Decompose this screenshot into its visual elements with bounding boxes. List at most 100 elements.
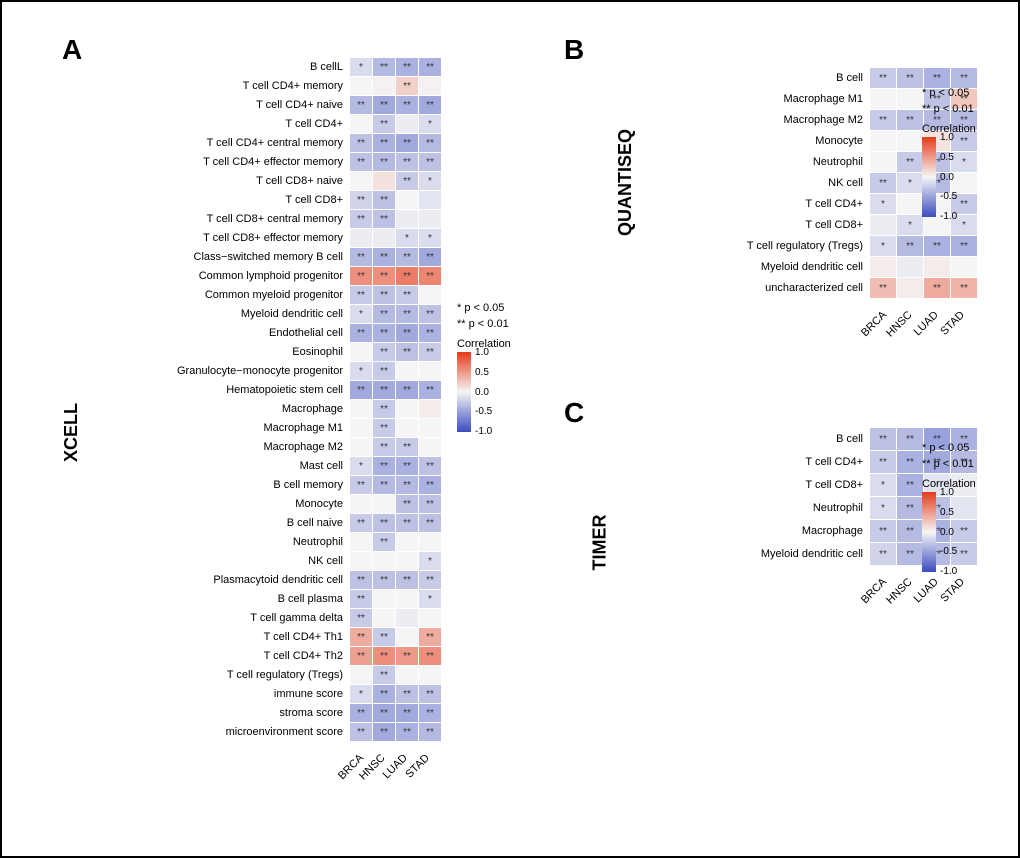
heatmap-cell [870,257,897,278]
heatmap-cell: * [419,552,442,571]
heatmap-cell: ** [373,115,396,134]
heatmap-cell: ** [350,267,373,286]
heatmap-cell: ** [897,543,924,566]
row-label: Common myeloid progenitor [102,286,350,305]
heatmap-cell [350,343,373,362]
heatmap-cell: ** [897,152,924,173]
heatmap-cell [419,286,442,305]
heatmap-cell: ** [897,474,924,497]
row-label: Common lymphoid progenitor [102,267,350,286]
heatmap-cell [373,495,396,514]
row-label: T cell CD4+ [622,451,870,474]
heatmap-cell: ** [350,153,373,172]
heatmap-cell: ** [396,305,419,324]
heatmap-cell: ** [373,533,396,552]
heatmap-cell [350,115,373,134]
heatmap-cell: ** [419,571,442,590]
legend: * p < 0.05** p < 0.01Correlation1.00.50.… [457,302,511,432]
heatmap-cell: ** [373,381,396,400]
row-label: microenvironment score [102,723,350,742]
row-label: Class−switched memory B cell [102,248,350,267]
row-label: Macrophage M2 [622,110,870,131]
row-label: B cellL [102,58,350,77]
row-label: Neutrophil [622,152,870,173]
heatmap-cell [396,552,419,571]
heatmap-cell [419,191,442,210]
heatmap-cell: ** [373,305,396,324]
heatmap-cell: ** [373,419,396,438]
heatmap-cell [350,77,373,96]
heatmap-cell: ** [350,324,373,343]
heatmap-cell [419,419,442,438]
heatmap-cell: ** [419,514,442,533]
heatmap-cell: ** [419,58,442,77]
heatmap-cell: ** [373,324,396,343]
heatmap-cell [419,77,442,96]
heatmap-cell: * [870,236,897,257]
row-label: Monocyte [622,131,870,152]
heatmap-cell: ** [350,571,373,590]
heatmap-cell: ** [419,647,442,666]
row-label: B cell [622,428,870,451]
heatmap-cell: ** [373,514,396,533]
heatmap-cell: ** [396,495,419,514]
heatmap-cell: * [419,229,442,248]
row-label: T cell CD8+ [622,474,870,497]
panel-title-A: XCELL [61,403,82,462]
heatmap-cell [396,628,419,647]
heatmap-cell: ** [373,628,396,647]
heatmap-cell: ** [396,248,419,267]
row-label: immune score [102,685,350,704]
heatmap-cell: * [870,194,897,215]
heatmap-cell: * [396,229,419,248]
heatmap-cell: ** [350,628,373,647]
heatmap-cell: ** [350,191,373,210]
x-axis-labels: BRCAHNSCLUADSTAD [862,570,978,610]
x-tick-label: LUAD [911,309,940,338]
row-label: T cell gamma delta [102,609,350,628]
legend-sig: * p < 0.05 [922,442,976,454]
heatmap-cell [350,419,373,438]
heatmap-cell: ** [350,590,373,609]
heatmap-cell: ** [396,514,419,533]
colorbar-ticks: 1.00.50.0-0.5-1.0 [940,132,957,222]
heatmap-cell: ** [373,362,396,381]
heatmap-cell: * [419,590,442,609]
heatmap-cell: ** [951,236,978,257]
heatmap-cell [373,609,396,628]
heatmap-cell [350,495,373,514]
heatmap-cell: ** [350,286,373,305]
heatmap-cell: ** [419,96,442,115]
heatmap-cell: ** [419,704,442,723]
heatmap-cell: ** [373,58,396,77]
heatmap-cell: ** [396,438,419,457]
row-label: T cell CD8+ naive [102,172,350,191]
heatmap-cell: ** [373,210,396,229]
heatmap-cell: ** [924,236,951,257]
heatmap-cell [419,666,442,685]
heatmap-cell: ** [396,381,419,400]
heatmap-cell [373,552,396,571]
heatmap-cell [396,590,419,609]
heatmap-cell: ** [897,428,924,451]
heatmap-cell [396,115,419,134]
heatmap-cell [419,609,442,628]
row-label: Endothelial cell [102,324,350,343]
colorbar-ticks: 1.00.50.0-0.5-1.0 [940,487,957,577]
heatmap-cell [350,552,373,571]
x-tick-label: LUAD [911,576,940,605]
heatmap-cell: ** [373,723,396,742]
heatmap-cell: ** [373,476,396,495]
heatmap-cell: ** [373,457,396,476]
heatmap-cell: ** [396,96,419,115]
row-label: Plasmacytoid dendritic cell [102,571,350,590]
heatmap-cell: ** [396,134,419,153]
heatmap-cell: ** [870,173,897,194]
heatmap-cell: ** [419,248,442,267]
heatmap-cell [396,419,419,438]
heatmap-cell: ** [419,324,442,343]
x-tick-label: STAD [938,309,967,338]
heatmap-cell: ** [419,495,442,514]
legend-sig: * p < 0.05 [922,87,976,99]
row-label: B cell [622,68,870,89]
